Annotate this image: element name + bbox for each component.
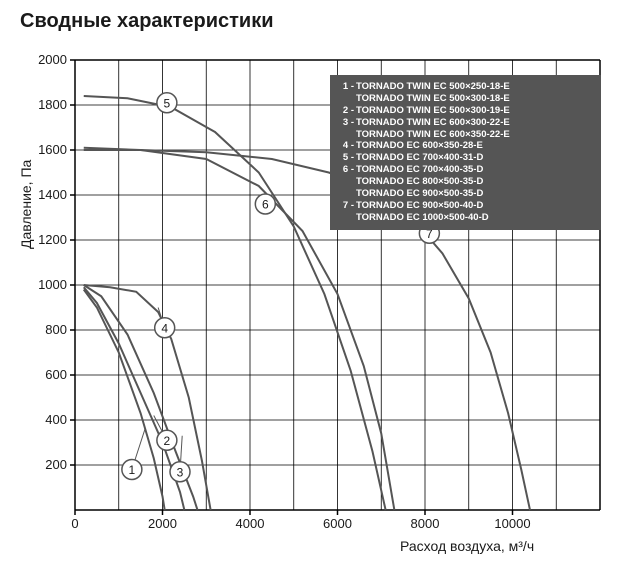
curve-marker-label-1: 1 — [129, 463, 136, 477]
curve-marker-label-3: 3 — [177, 465, 184, 479]
legend-num — [338, 129, 354, 141]
legend-num — [338, 93, 354, 105]
legend-text: TORNADO EC 700×400-35-D — [354, 164, 483, 176]
legend-text: TORNADO EC 900×500-35-D — [354, 188, 483, 200]
legend-num: 6 - — [338, 164, 354, 176]
x-tick-label: 2000 — [148, 516, 177, 531]
legend-num: 5 - — [338, 152, 354, 164]
y-tick-label: 2000 — [38, 52, 67, 67]
legend-text: TORNADO TWIN EC 500×300-18-E — [354, 93, 510, 105]
legend-line: TORNADO EC 800×500-35-D — [338, 176, 593, 188]
legend-text: TORNADO EC 900×500-40-D — [354, 200, 483, 212]
legend-box: 1 - TORNADO TWIN EC 500×250-18-E TORNADO… — [330, 75, 601, 230]
legend-text: TORNADO TWIN EC 500×250-18-E — [354, 81, 510, 93]
legend-text: TORNADO TWIN EC 500×300-19-E — [354, 105, 510, 117]
legend-num: 7 - — [338, 200, 354, 212]
legend-line: TORNADO TWIN EC 600×350-22-E — [338, 129, 593, 141]
x-tick-label: 4000 — [236, 516, 265, 531]
y-tick-label: 1600 — [38, 142, 67, 157]
legend-text: TORNADO TWIN EC 600×350-22-E — [354, 129, 510, 141]
curve-marker-label-5: 5 — [164, 96, 171, 110]
x-tick-label: 8000 — [411, 516, 440, 531]
x-tick-label: 10000 — [494, 516, 530, 531]
legend-line: TORNADO TWIN EC 500×300-18-E — [338, 93, 593, 105]
y-tick-label: 200 — [45, 457, 67, 472]
x-tick-label: 0 — [71, 516, 78, 531]
legend-line: TORNADO EC 1000×500-40-D — [338, 212, 593, 224]
legend-text: TORNADO TWIN EC 600×300-22-E — [354, 117, 510, 129]
legend-text: TORNADO EC 600×350-28-E — [354, 140, 483, 152]
legend-line: 4 - TORNADO EC 600×350-28-E — [338, 140, 593, 152]
legend-line: 2 - TORNADO TWIN EC 500×300-19-E — [338, 105, 593, 117]
legend-num: 1 - — [338, 81, 354, 93]
chart-page: Сводные характеристики 02000400060008000… — [0, 0, 624, 561]
legend-text: TORNADO EC 1000×500-40-D — [354, 212, 489, 224]
legend-line: TORNADO EC 900×500-35-D — [338, 188, 593, 200]
y-tick-label: 1800 — [38, 97, 67, 112]
legend-line: 6 - TORNADO EC 700×400-35-D — [338, 164, 593, 176]
legend-num — [338, 188, 354, 200]
curve-marker-label-6: 6 — [262, 198, 269, 212]
legend-line: 7 - TORNADO EC 900×500-40-D — [338, 200, 593, 212]
x-tick-label: 6000 — [323, 516, 352, 531]
y-tick-label: 600 — [45, 367, 67, 382]
y-tick-label: 800 — [45, 322, 67, 337]
y-tick-label: 1400 — [38, 187, 67, 202]
legend-num — [338, 212, 354, 224]
curve-marker-label-2: 2 — [164, 434, 171, 448]
legend-line: 1 - TORNADO TWIN EC 500×250-18-E — [338, 81, 593, 93]
y-tick-label: 1000 — [38, 277, 67, 292]
y-tick-label: 400 — [45, 412, 67, 427]
legend-text: TORNADO EC 800×500-35-D — [354, 176, 483, 188]
legend-num: 2 - — [338, 105, 354, 117]
legend-line: 3 - TORNADO TWIN EC 600×300-22-E — [338, 117, 593, 129]
legend-num — [338, 176, 354, 188]
legend-num: 4 - — [338, 140, 354, 152]
y-axis-label: Давление, Па — [18, 160, 34, 249]
legend-line: 5 - TORNADO EC 700×400-31-D — [338, 152, 593, 164]
legend-num: 3 - — [338, 117, 354, 129]
legend-text: TORNADO EC 700×400-31-D — [354, 152, 483, 164]
curve-marker-label-4: 4 — [161, 321, 168, 335]
x-axis-label: Расход воздуха, м³/ч — [400, 538, 534, 554]
y-tick-label: 1200 — [38, 232, 67, 247]
